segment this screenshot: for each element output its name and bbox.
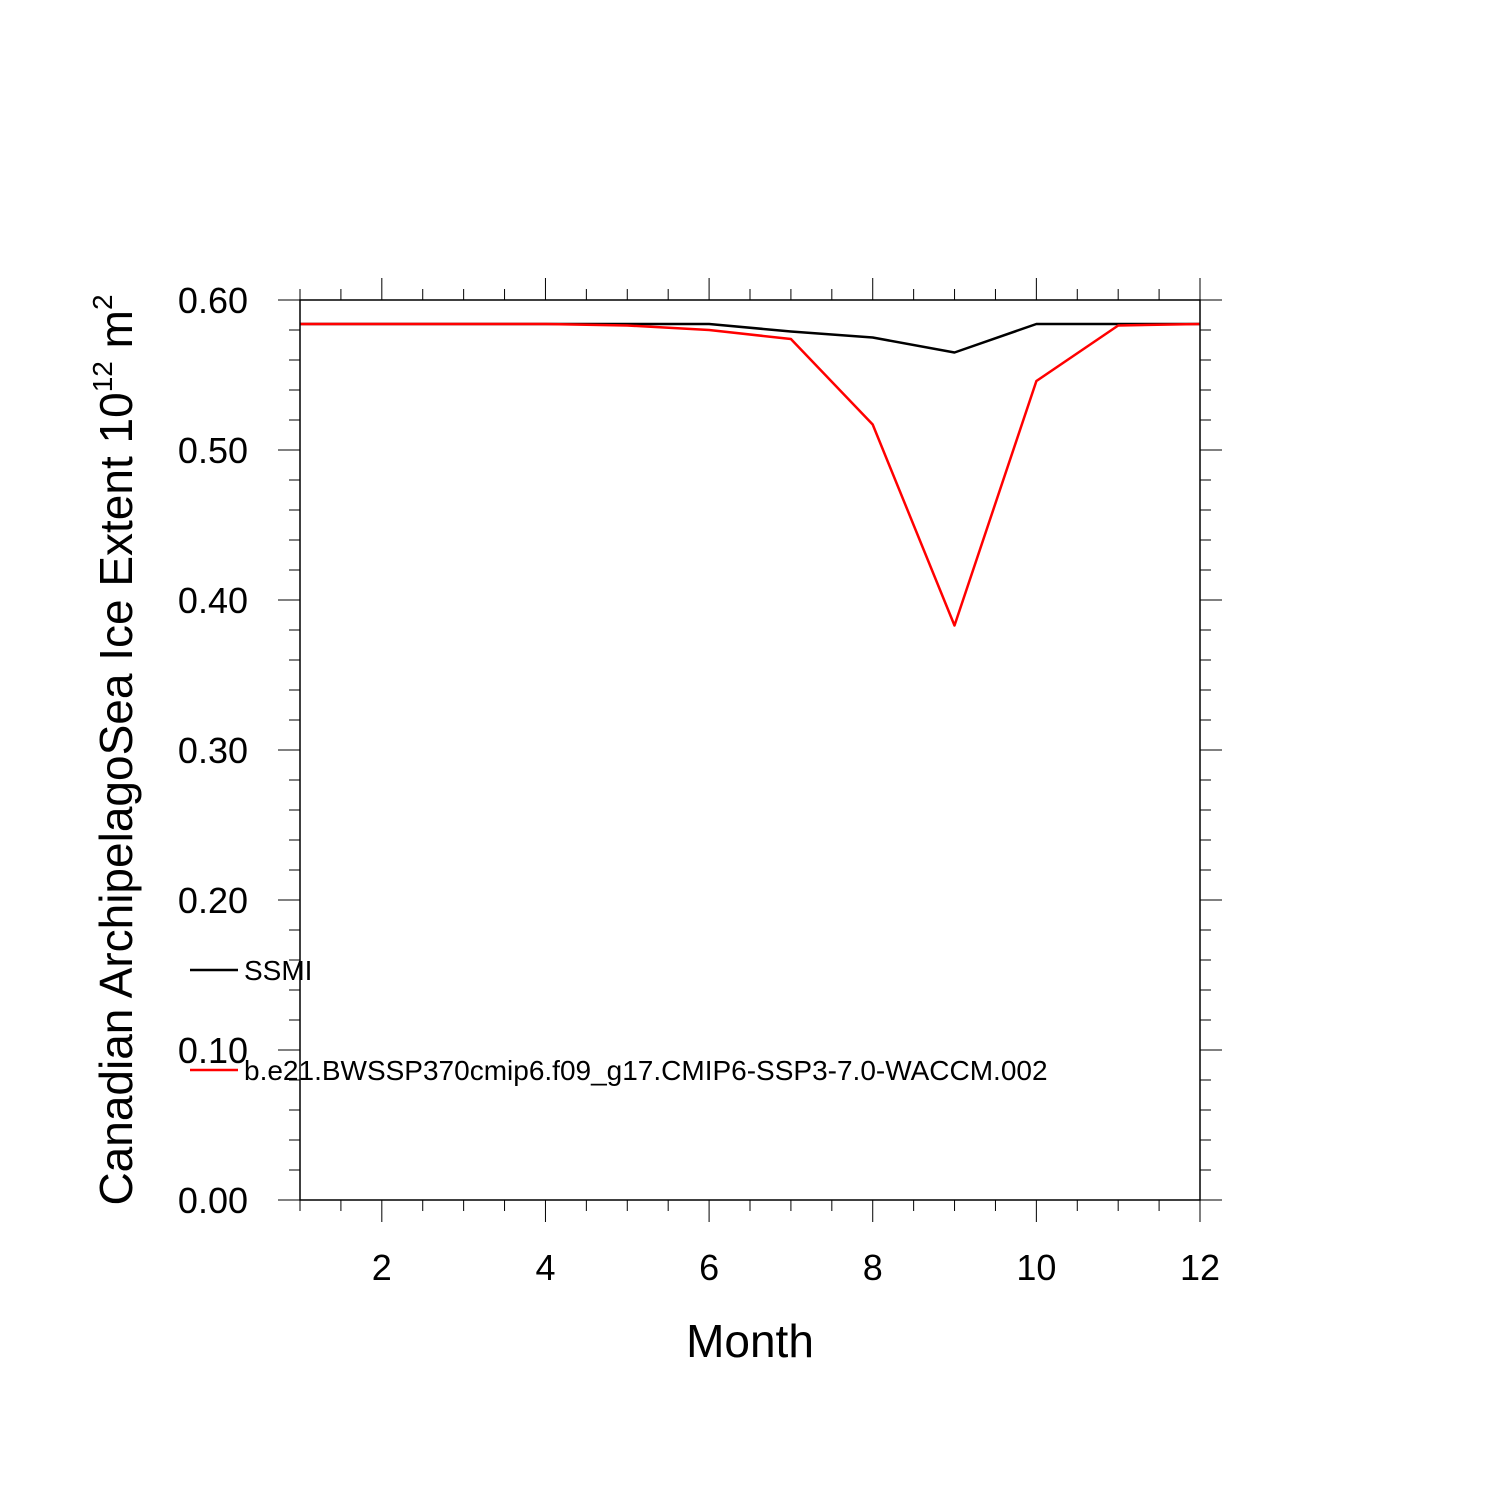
legend-label: b.e21.BWSSP370cmip6.f09_g17.CMIP6-SSP3-7… xyxy=(244,1055,1048,1086)
x-tick-label: 4 xyxy=(535,1247,555,1288)
series-line-1 xyxy=(300,322,1201,627)
x-tick-label: 6 xyxy=(699,1247,719,1288)
y-tick-label: 0.00 xyxy=(178,1180,248,1221)
y-tick-label: 0.10 xyxy=(178,1030,248,1071)
y-tick-label: 0.20 xyxy=(178,880,248,921)
plot-frame xyxy=(299,299,1201,1201)
x-axis-label: Month xyxy=(686,1315,814,1367)
y-axis-label-unit: m xyxy=(90,310,142,361)
series-line-0 xyxy=(300,322,1200,354)
y-tick-label: 0.50 xyxy=(178,430,248,471)
x-tick-label: 12 xyxy=(1180,1247,1220,1288)
y-axis-label-main: Canadian ArchipelagoSea Ice Extent 10 xyxy=(90,392,142,1205)
y-tick-label: 0.30 xyxy=(178,730,248,771)
y-tick-label: 0.60 xyxy=(178,280,248,321)
legend-label: SSMI xyxy=(244,955,312,986)
ticks-layer xyxy=(278,278,1222,1222)
labels-layer: 2 4 6 8 10 12 0.00 0.10 0.20 0.30 0.40 0.50 0.60 xyxy=(178,280,1220,1288)
x-tick-label: 2 xyxy=(372,1247,392,1288)
legend: SSMI b.e21.BWSSP370cmip6.f09_g17.CMIP6-SS… xyxy=(190,955,1048,1086)
y-axis-label: Canadian ArchipelagoSea Ice Extent 1012 … xyxy=(87,294,142,1205)
series-layer xyxy=(300,322,1201,627)
y-axis-label-unit-exponent: 2 xyxy=(87,294,118,310)
x-tick-label: 8 xyxy=(863,1247,883,1288)
y-tick-label: 0.40 xyxy=(178,580,248,621)
y-axis-label-exponent: 12 xyxy=(87,361,118,392)
x-tick-label: 10 xyxy=(1016,1247,1056,1288)
